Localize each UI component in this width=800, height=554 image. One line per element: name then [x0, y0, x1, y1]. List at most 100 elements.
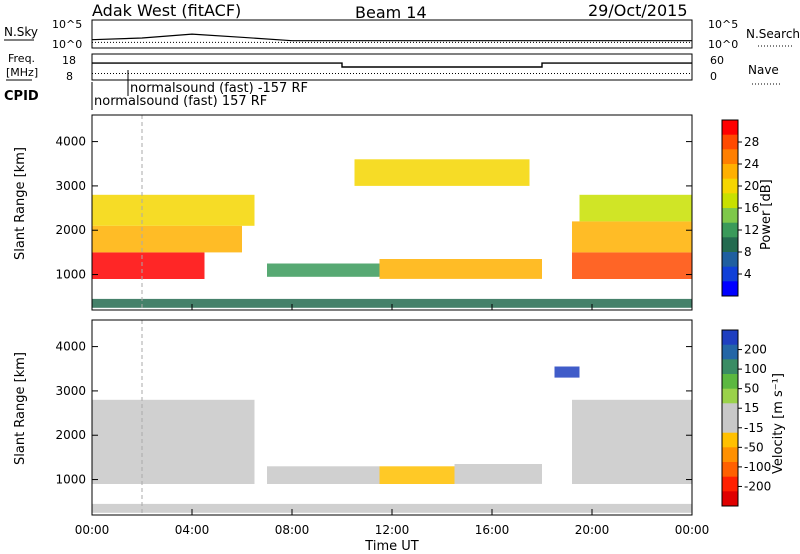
power-colorbar-tick-label: 20	[744, 179, 759, 193]
velocity-colorbar-swatch	[722, 432, 738, 448]
power-cell-2	[92, 194, 255, 226]
velocity-colorbar-swatch	[722, 418, 738, 434]
nsky-label: N.Sky	[4, 25, 38, 39]
velocity-y-ticks: 1000 2000 3000 4000	[55, 340, 692, 487]
power-colorbar-swatch	[722, 164, 738, 180]
power-colorbar-swatch	[722, 252, 738, 268]
power-cell-7	[579, 194, 692, 222]
nsearch-tick-top: 10^5	[708, 18, 738, 31]
power-y-tick-label: 2000	[55, 223, 86, 237]
velocity-panel: 1000 2000 3000 4000 Slant Range [km]	[13, 319, 693, 516]
power-colorbar-tick-label: 28	[744, 135, 759, 149]
velocity-colorbar-swatch	[722, 374, 738, 390]
power-colorbar-swatch	[722, 120, 738, 136]
power-colorbar-swatch	[722, 149, 738, 165]
nave-tick-bottom: 0	[710, 70, 717, 83]
power-cell-1	[92, 225, 242, 253]
power-y-tick-label: 1000	[55, 268, 86, 282]
power-ylabel: Slant Range [km]	[13, 147, 28, 260]
time-tick-label: 16:00	[475, 523, 510, 537]
velocity-cell-0	[92, 399, 255, 484]
velocity-colorbar-swatch	[722, 330, 738, 346]
velocity-colorbar-frame	[721, 329, 739, 507]
power-colorbar-tick-label: 24	[744, 157, 759, 171]
freq-frame	[91, 53, 693, 81]
power-cell-6	[572, 221, 692, 253]
power-heatmap-cells	[92, 159, 692, 308]
power-colorbar-swatch	[722, 178, 738, 194]
power-cell-9	[92, 298, 692, 308]
power-colorbar-swatch	[722, 281, 738, 297]
velocity-colorbar-tick-label: 100	[744, 362, 767, 376]
power-colorbar-tick-label: 12	[744, 223, 759, 237]
velocity-y-tick-label: 2000	[55, 428, 86, 442]
nave-tick-top: 60	[710, 54, 724, 67]
date-label: 29/Oct/2015	[588, 1, 688, 20]
nave-label: Nave	[748, 63, 779, 77]
power-colorbar-tick-label: 8	[744, 245, 752, 259]
power-colorbar: 28 24 20 16 12 8 4 Power [dB]	[721, 119, 774, 297]
velocity-cell-6	[92, 503, 692, 513]
power-colorbar-tick-label: 4	[744, 267, 752, 281]
time-tick-label: 00:00	[675, 523, 710, 537]
time-tick-label: 08:00	[275, 523, 310, 537]
time-tick-label: 04:00	[175, 523, 210, 537]
velocity-colorbar-tick-label: 15	[744, 401, 759, 415]
velocity-ylabel: Slant Range [km]	[13, 352, 28, 465]
velocity-colorbar-tick-label: 50	[744, 382, 759, 396]
velocity-colorbar-label: Velocity [m s⁻¹]	[771, 373, 786, 474]
velocity-colorbar-tick-label: -200	[744, 479, 771, 493]
power-cell-5	[572, 252, 692, 279]
velocity-colorbar-swatch	[722, 359, 738, 375]
power-colorbar-swatch	[722, 208, 738, 224]
velocity-cell-5	[554, 366, 580, 378]
velocity-colorbar-swatch	[722, 344, 738, 360]
power-y-tick-label: 4000	[55, 135, 86, 149]
freq-tick-bottom: 8	[66, 70, 73, 83]
power-y-tick-label: 3000	[55, 179, 86, 193]
freq-label-line1: Freq.	[8, 52, 35, 65]
velocity-y-tick-label: 1000	[55, 473, 86, 487]
velocity-colorbar-tick-label: 200	[744, 343, 767, 357]
power-colorbar-swatch	[722, 193, 738, 209]
nsky-panel: N.Sky 10^5 10^0 10^5 10^0 N.Search	[4, 18, 800, 51]
velocity-cell-1	[267, 466, 380, 484]
cpid-label: CPID	[4, 89, 39, 104]
velocity-colorbar-cells	[722, 330, 738, 507]
cpid-entry-2: normalsound (fast) 157 RF	[94, 94, 267, 109]
velocity-colorbar-swatch	[722, 388, 738, 404]
cpid-entry-1: normalsound (fast) -157 RF	[130, 81, 308, 96]
velocity-cell-2	[379, 466, 455, 484]
power-colorbar-tick-label: 16	[744, 201, 759, 215]
power-colorbar-swatch	[722, 222, 738, 238]
power-y-ticks: 1000 2000 3000 4000	[55, 135, 692, 282]
power-cell-8	[354, 159, 530, 186]
time-tick-label: 12:00	[375, 523, 410, 537]
freq-tick-top: 18	[62, 54, 76, 67]
cpid-panel: CPID normalsound (fast) -157 RF normalso…	[4, 70, 308, 110]
power-colorbar-ticks: 28 24 20 16 12 8 4	[738, 135, 759, 281]
velocity-cell-4	[572, 399, 692, 484]
velocity-colorbar-tick-label: -50	[744, 440, 764, 454]
time-axis-label: Time UT	[364, 539, 418, 554]
nsky-tick-bottom: 10^0	[52, 38, 82, 51]
velocity-colorbar-swatch	[722, 476, 738, 492]
power-panel: 1000 2000 3000 4000 Slant Range [km]	[13, 114, 693, 311]
freq-label-line2: [MHz]	[6, 66, 38, 79]
velocity-colorbar-tick-label: -15	[744, 421, 764, 435]
velocity-colorbar-tick-label: -100	[744, 460, 771, 474]
power-cell-4	[379, 259, 542, 279]
velocity-colorbar-swatch	[722, 447, 738, 463]
power-colorbar-swatch	[722, 266, 738, 282]
velocity-colorbar: 200 100 50 15 -15 -50 -100 -200 Velocity [m s⁻¹…	[721, 329, 786, 507]
nsky-tick-top: 10^5	[52, 18, 82, 31]
time-axis: 00:00 04:00 08:00 12:00 16:00 20:00 00:00	[75, 304, 710, 537]
power-cell-3	[267, 263, 380, 277]
freq-panel: Freq. [MHz] 18 8 60 0 Nave	[6, 52, 782, 85]
figure-title: Adak West (fitACF)	[92, 1, 241, 20]
beam-label: Beam 14	[355, 3, 427, 22]
velocity-colorbar-ticks: 200 100 50 15 -15 -50 -100 -200	[738, 343, 771, 493]
velocity-y-tick-label: 3000	[55, 384, 86, 398]
freq-series-line	[92, 62, 692, 68]
power-cell-0	[92, 252, 205, 279]
